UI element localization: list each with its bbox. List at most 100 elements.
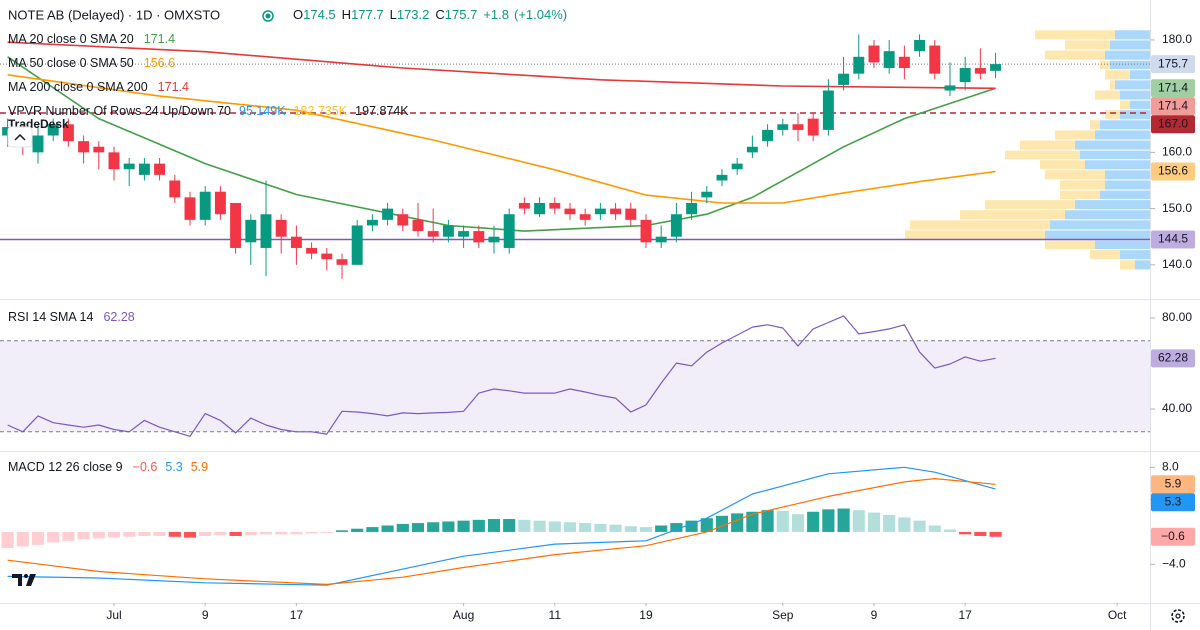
histogram-bar: [837, 508, 850, 532]
rsi-line: [7, 315, 996, 437]
profile-down: [1105, 110, 1120, 120]
candle-body: [838, 73, 850, 85]
overlay-layer: NOTE AB (Delayed) · 1D · OMXSTO O174.5 H1…: [0, 4, 1195, 623]
profile-down: [1045, 240, 1095, 250]
x-tick-label: 9: [871, 608, 878, 622]
histogram-bar: [381, 525, 394, 532]
profile-up: [1105, 180, 1150, 190]
histogram-bar: [457, 520, 470, 532]
moving-average: [7, 41, 996, 90]
histogram-bar: [214, 531, 227, 536]
profile-down: [1110, 80, 1115, 90]
candle-body: [625, 208, 637, 220]
x-tick-label: 11: [549, 608, 562, 622]
histogram-bar: [320, 531, 333, 533]
profile-up: [1105, 170, 1150, 180]
candle-body: [762, 129, 774, 142]
candle-body: [290, 236, 302, 248]
histogram-bar: [807, 511, 820, 532]
price-badge: [1151, 55, 1195, 74]
settings-button[interactable]: [1171, 609, 1185, 623]
histogram-bar: [761, 510, 774, 532]
histogram-bar: [883, 514, 896, 532]
candle-body: [488, 236, 500, 243]
legend-value: −0.6: [133, 460, 158, 474]
candle-body: [397, 214, 409, 226]
ohlc-label: C: [435, 7, 444, 22]
legend-value: 5.3: [165, 460, 182, 474]
profile-down: [1035, 30, 1115, 40]
ohlc-label: H: [342, 7, 351, 22]
profile-up: [1075, 140, 1150, 150]
candle-body: [184, 197, 196, 220]
histogram-bar: [183, 531, 197, 538]
status-dot-core: [265, 13, 271, 19]
profile-up: [1120, 110, 1150, 120]
candle-body: [929, 45, 941, 74]
candle-body: [518, 202, 530, 209]
candle-body: [458, 231, 470, 237]
profile-up: [1065, 210, 1150, 220]
y-tick-label: 150.0: [1162, 201, 1192, 215]
candle-body: [990, 64, 1002, 71]
histogram-bar: [442, 521, 455, 532]
change: +1.8: [483, 7, 509, 22]
histogram-bar: [31, 531, 45, 545]
profile-down: [1055, 130, 1095, 140]
x-tick-label: Aug: [453, 608, 474, 622]
signal-line: [7, 478, 996, 585]
histogram-bar: [563, 522, 577, 532]
candle-body: [351, 225, 363, 265]
histogram-bar: [168, 531, 181, 537]
histogram-bar: [199, 531, 212, 536]
collapse-button[interactable]: [7, 126, 33, 148]
profile-up: [1115, 30, 1150, 40]
histogram-bar: [959, 531, 972, 535]
histogram-bar: [685, 520, 698, 532]
x-tick-label: Oct: [1108, 608, 1127, 622]
profile-down: [1120, 100, 1130, 110]
histogram-bar: [791, 514, 805, 532]
histogram-bar: [852, 510, 865, 532]
candle-body: [32, 135, 44, 153]
price-badge-label: 171.4: [1158, 98, 1188, 112]
candle-body: [822, 90, 834, 130]
legend-value: 156.6: [144, 56, 175, 70]
candle-body: [959, 68, 971, 83]
histogram-bar: [351, 528, 364, 532]
y-tick-label: 8.0: [1162, 460, 1179, 474]
profile-down: [1060, 190, 1100, 200]
price-badge: [1151, 349, 1195, 368]
profile-up: [1100, 190, 1150, 200]
profile-up: [1120, 90, 1150, 100]
candle-body: [792, 124, 804, 130]
price-badge-label: 156.6: [1158, 164, 1188, 178]
candle-body: [807, 118, 819, 136]
candle-body: [427, 231, 439, 237]
legend-value: 95.149K: [239, 104, 286, 118]
legend-item: RSI 14 SMA 14 62.28: [8, 310, 135, 324]
candle-body: [731, 163, 743, 170]
candle-body: [306, 247, 318, 254]
candle-body: [579, 214, 591, 220]
histogram-bar: [290, 531, 303, 535]
profile-down: [1065, 40, 1110, 50]
profile-up: [1130, 100, 1150, 110]
x-tick-label: Jul: [106, 608, 121, 622]
histogram-bar: [123, 531, 136, 537]
histogram-bar: [639, 527, 653, 532]
profile-down: [910, 220, 1050, 230]
y-tick-label: 40.00: [1162, 401, 1192, 415]
histogram-bar: [107, 531, 121, 538]
candle-body: [154, 163, 166, 175]
price-badge: [1151, 162, 1195, 181]
candle-body: [245, 219, 257, 243]
candle-body: [610, 208, 622, 215]
change-percent: (+1.04%): [514, 7, 567, 22]
legend-value: 62.28: [103, 310, 134, 324]
price-badge-label: −0.6: [1161, 529, 1185, 543]
candle-body: [686, 202, 698, 215]
price-badge: [1151, 527, 1195, 546]
histogram-bar: [275, 531, 288, 535]
